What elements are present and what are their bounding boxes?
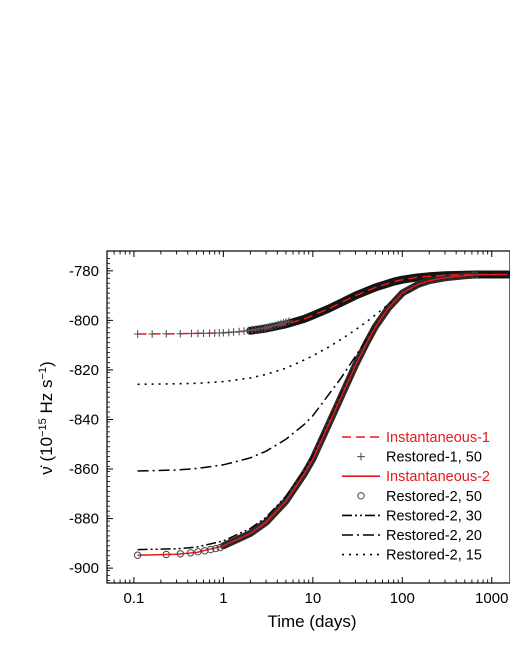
restored-2-50-marker: [133, 551, 142, 559]
legend-item-restored-1-50: Restored-1, 50: [357, 450, 482, 466]
restored-1-50-marker: [268, 322, 276, 330]
legend-label-instantaneous-1: Instantaneous-1: [386, 430, 490, 446]
restored-1-50-marker: [133, 330, 142, 338]
y-tick-label: -820: [69, 362, 99, 379]
restored-1-50-marker: [285, 317, 293, 325]
x-tick-label: 0.1: [123, 590, 144, 607]
restored-1-50-marker: [148, 330, 156, 338]
restored-2-50-marker: [162, 550, 170, 559]
y-axis-title: ν̇ (10−15 Hz s−1): [37, 361, 56, 474]
restored-2-50-marker: [216, 543, 224, 552]
y-tick-label: -900: [69, 560, 99, 577]
legend-item-restored-2-15: Restored-2, 15: [342, 548, 482, 564]
legend-label-restored-1-50: Restored-1, 50: [386, 450, 482, 466]
instantaneous-2-line: [137, 273, 508, 557]
legend-item-instantaneous-2: Instantaneous-2: [342, 469, 490, 485]
legend-item-instantaneous-1: Instantaneous-1: [342, 430, 490, 446]
ticks-layer: 0.1 1 10 100 1000 -900 -880 -860 -840 -820 -800 -78…: [69, 251, 508, 607]
legend-item-restored-2-30: Restored-2, 30: [342, 508, 482, 524]
x-tick-label: 10: [304, 590, 321, 607]
x-tick-label: 1: [219, 590, 227, 607]
y-tick-label: -860: [69, 461, 99, 478]
restored-2-30-line: [137, 273, 508, 551]
x-tick-label: 100: [390, 590, 415, 607]
x-tick-label: 1000: [475, 590, 508, 607]
x-axis-title: Time (days): [267, 612, 356, 631]
restored-1-50-marker: [244, 326, 253, 335]
legend-label-instantaneous-2: Instantaneous-2: [386, 469, 490, 485]
restored-2-dense-band: [219, 271, 479, 550]
legend-symbol-restored-1-50: [357, 452, 365, 461]
y-axis-symbol: ν̇: [37, 465, 56, 475]
restored-2-50-marker: [471, 271, 479, 279]
instantaneous-1-line: [137, 273, 508, 335]
restored-2-50-marker: [211, 544, 220, 553]
series-layer: [133, 270, 510, 559]
y-axis-exp2: −1: [37, 367, 49, 380]
legend-label-restored-2-50: Restored-2, 50: [386, 489, 482, 505]
legend-label-restored-2-30: Restored-2, 30: [386, 508, 482, 524]
restored-2-50-marker: [176, 550, 185, 558]
y-tick-label: -840: [69, 411, 99, 428]
legend: Instantaneous-1 Restored-1, 50 Instantaneo…: [342, 430, 490, 564]
restored-1-50-marker: [187, 329, 196, 338]
legend-item-restored-2-50: Restored-2, 50: [357, 489, 482, 505]
restored-2-50-marker: [194, 548, 202, 556]
y-tick-label: -800: [69, 312, 99, 329]
restored-2-50-marker: [186, 549, 195, 557]
legend-item-restored-2-20: Restored-2, 20: [342, 528, 482, 544]
legend-label-restored-2-20: Restored-2, 20: [386, 528, 482, 544]
y-axis-open: (10: [37, 437, 56, 466]
restored-1-50-marker: [176, 329, 185, 338]
y-tick-label: -880: [69, 511, 99, 528]
y-axis-unit: Hz s: [37, 380, 56, 419]
legend-symbol-restored-2-50: [357, 492, 365, 500]
restored-2-15-line: [137, 273, 508, 386]
legend-label-restored-2-15: Restored-2, 15: [386, 548, 482, 564]
y-axis-exp1: −15: [37, 418, 49, 437]
restored-1-50-marker: [162, 329, 171, 338]
y-axis-close: ): [37, 361, 56, 367]
y-tick-label: -780: [69, 263, 99, 280]
restored-2-50-marker: [206, 545, 215, 554]
